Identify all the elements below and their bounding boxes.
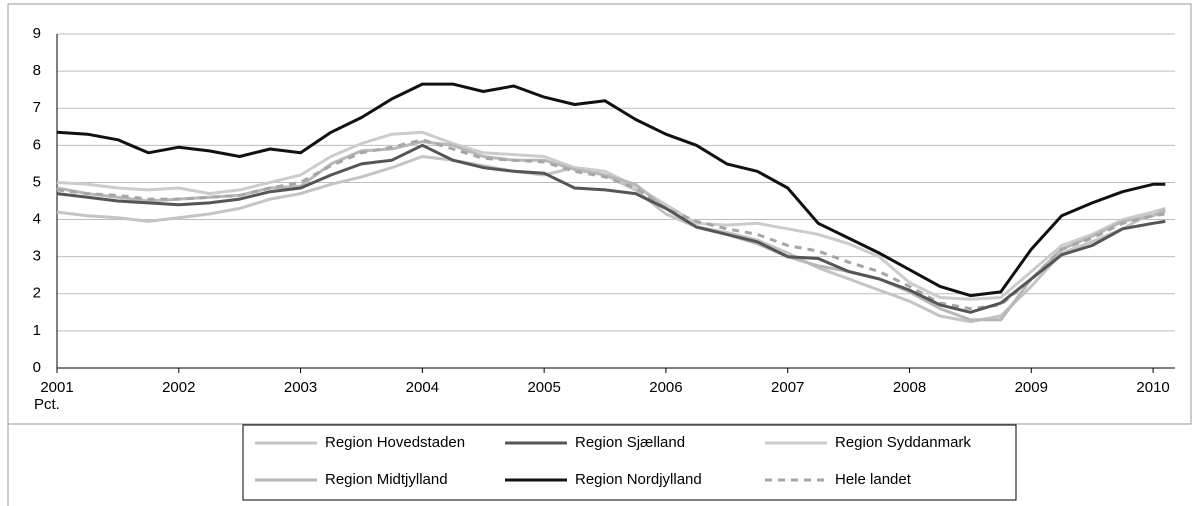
y-tick-label: 5	[33, 173, 41, 190]
legend-label: Region Syddanmark	[835, 434, 971, 451]
legend-label: Region Nordjylland	[575, 471, 702, 488]
x-tick-label: 2003	[284, 379, 317, 396]
x-tick-label: 2009	[1015, 379, 1048, 396]
legend-label: Region Hovedstaden	[325, 434, 465, 451]
series-line	[56, 138, 1166, 311]
legend-label: Hele landet	[835, 471, 912, 488]
series-line	[56, 155, 1166, 324]
y-tick-label: 9	[33, 25, 41, 42]
chart-frame	[7, 3, 1192, 425]
y-tick-label: 0	[33, 359, 41, 376]
y-tick-label: 7	[33, 99, 41, 116]
y-tick-label: 4	[33, 211, 41, 228]
series-line	[56, 130, 1166, 301]
x-tick-label: 2004	[406, 379, 439, 396]
legend-label: Region Midtjylland	[325, 471, 448, 488]
y-tick-label: 8	[33, 62, 41, 79]
series-line	[56, 143, 1166, 314]
x-tick-label: 2006	[649, 379, 682, 396]
x-tick-label: 2001	[40, 379, 73, 396]
y-tick-label: 6	[33, 136, 41, 153]
x-tick-label: 2007	[771, 379, 804, 396]
x-tick-label: 2002	[162, 379, 195, 396]
y-tick-label: 1	[33, 322, 41, 339]
legend-box	[242, 424, 1017, 501]
x-tick-label: 2005	[527, 379, 560, 396]
series-line	[56, 82, 1166, 298]
y-axis-label: Pct.	[34, 396, 60, 413]
y-tick-label: 2	[33, 285, 41, 302]
x-tick-label: 2010	[1136, 379, 1169, 396]
x-tick-label: 2008	[893, 379, 926, 396]
legend-label: Region Sjælland	[575, 434, 685, 451]
y-tick-label: 3	[33, 248, 41, 265]
